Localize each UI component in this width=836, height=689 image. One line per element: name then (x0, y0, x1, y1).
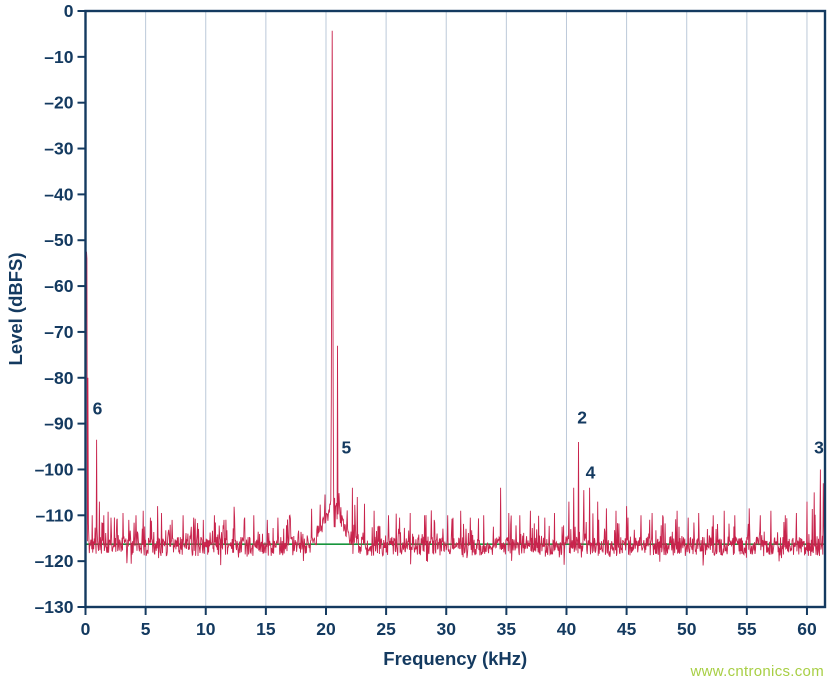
svg-text:5: 5 (141, 619, 151, 639)
svg-text:–90: –90 (44, 414, 73, 434)
svg-text:–50: –50 (44, 230, 73, 250)
harmonic-marker-6: 6 (93, 398, 103, 418)
x-axis-title: Frequency (kHz) (383, 648, 527, 669)
svg-text:–10: –10 (44, 47, 73, 67)
svg-text:–20: –20 (44, 93, 73, 113)
gridlines (145, 11, 808, 607)
x-tick-labels: 0 5 10 15 20 25 30 35 40 45 50 55 60 (81, 619, 817, 639)
svg-text:–40: –40 (44, 184, 73, 204)
svg-text:15: 15 (256, 619, 276, 639)
plot-border (84, 9, 827, 609)
harmonic-marker-4: 4 (586, 463, 596, 483)
svg-text:0: 0 (64, 1, 74, 21)
svg-text:30: 30 (436, 619, 456, 639)
svg-text:10: 10 (196, 619, 216, 639)
svg-text:–70: –70 (44, 322, 73, 342)
svg-text:–30: –30 (44, 139, 73, 159)
svg-text:–130: –130 (35, 597, 74, 617)
y-tick-labels: 0 –10 –20 –30 –40 –50 –60 –70 –80 –90 –100 –110 –120… (35, 1, 74, 617)
svg-text:–120: –120 (35, 551, 74, 571)
svg-text:–80: –80 (44, 368, 73, 388)
svg-text:45: 45 (617, 619, 637, 639)
svg-text:55: 55 (737, 619, 757, 639)
y-axis-title: Level (dBFS) (5, 252, 26, 365)
harmonic-marker-5: 5 (342, 437, 352, 457)
harmonic-marker-3: 3 (814, 437, 824, 457)
svg-text:0: 0 (81, 619, 91, 639)
svg-text:35: 35 (497, 619, 517, 639)
tick-marks (77, 10, 808, 615)
svg-text:–60: –60 (44, 276, 73, 296)
svg-text:25: 25 (376, 619, 396, 639)
spectrum-trace (85, 30, 826, 566)
svg-text:–100: –100 (35, 459, 74, 479)
svg-text:60: 60 (797, 619, 817, 639)
svg-text:50: 50 (677, 619, 697, 639)
svg-text:40: 40 (557, 619, 577, 639)
svg-text:20: 20 (316, 619, 336, 639)
svg-text:–110: –110 (36, 505, 74, 525)
harmonic-markers: 6 5 2 4 3 (93, 398, 824, 482)
harmonic-marker-2: 2 (577, 408, 587, 428)
watermark: www.cntronics.com (690, 663, 824, 680)
